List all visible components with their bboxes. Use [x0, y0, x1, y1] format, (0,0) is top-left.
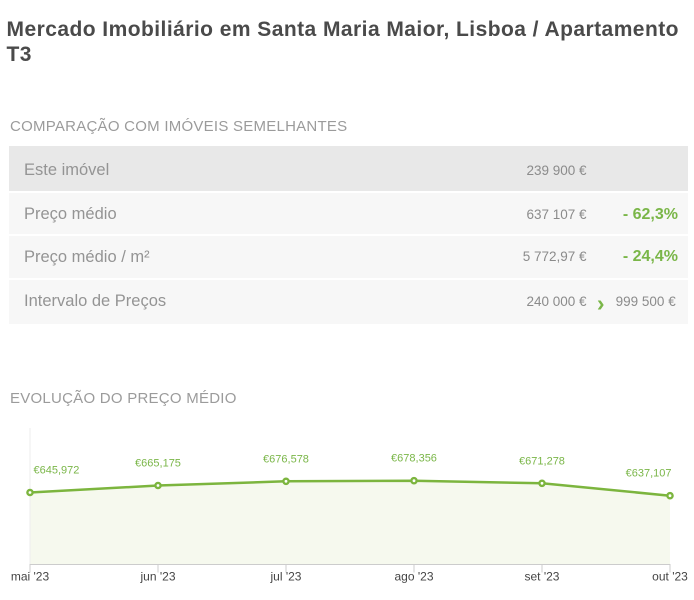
svg-text:set '23: set '23	[525, 570, 560, 584]
svg-text:jun '23: jun '23	[140, 570, 176, 584]
svg-text:€645,972: €645,972	[34, 465, 80, 477]
svg-text:out '23: out '23	[652, 570, 688, 584]
svg-text:€665,175: €665,175	[135, 458, 181, 470]
svg-text:€676,578: €676,578	[263, 453, 309, 465]
svg-text:€637,107: €637,107	[626, 468, 672, 480]
svg-text:mai '23: mai '23	[11, 570, 50, 584]
svg-text:€671,278: €671,278	[519, 455, 565, 467]
svg-text:ago '23: ago '23	[395, 570, 434, 584]
svg-text:€678,356: €678,356	[391, 453, 437, 465]
svg-text:jul '23: jul '23	[270, 570, 302, 584]
